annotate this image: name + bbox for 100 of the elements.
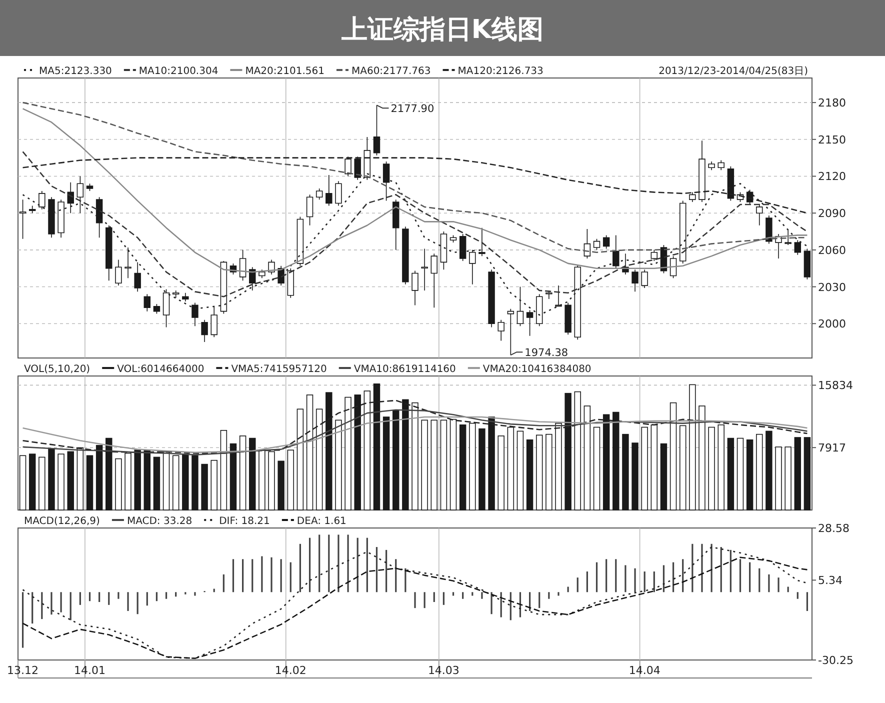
candlestick: [115, 259, 122, 286]
candlestick: [86, 183, 94, 192]
bar: [727, 438, 734, 510]
y-tick-label: 2030: [818, 280, 846, 294]
candlestick: [689, 192, 696, 202]
candlestick: [58, 199, 64, 238]
bar: [736, 438, 744, 510]
y-tick-label: 7917: [818, 442, 846, 455]
legend-label: MA10:2100.304: [138, 66, 218, 77]
candlestick: [258, 269, 266, 279]
chart-title: 上证综指日K线图: [340, 15, 544, 45]
bar: [516, 430, 524, 510]
legend-label: VOL:6014664000: [117, 364, 204, 375]
candlestick: [546, 290, 552, 300]
candlestick: [459, 234, 466, 262]
candlestick: [326, 174, 332, 206]
legend-label: MA60:2177.763: [351, 66, 431, 77]
candlestick: [182, 292, 189, 302]
x-tick-label: 14.04: [628, 664, 660, 677]
candlestick: [650, 250, 658, 262]
candlestick: [316, 188, 323, 200]
bar: [28, 454, 36, 510]
bar: [239, 436, 246, 510]
bar: [430, 420, 438, 510]
candlestick: [19, 199, 26, 240]
text: 2013/12/23-2014/04/25(83日): [658, 66, 808, 77]
candlestick: [153, 304, 160, 314]
bar: [86, 455, 94, 510]
bar: [775, 446, 782, 510]
legend-label: MA120:2126.733: [458, 66, 544, 77]
x-tick-label: 13.12: [7, 664, 39, 677]
candlestick: [602, 234, 610, 250]
legend-label: VMA20:10416384080: [482, 364, 592, 375]
bar: [392, 410, 400, 510]
x-tick-label: 14.01: [74, 664, 106, 677]
candlestick: [756, 204, 763, 226]
candlestick: [106, 224, 112, 282]
bar: [756, 434, 763, 510]
candlestick: [555, 285, 562, 307]
bar: [278, 460, 284, 510]
candlestick: [335, 180, 342, 206]
bar: [382, 416, 390, 510]
bar: [478, 428, 486, 510]
candlestick: [440, 231, 448, 270]
bar: [536, 434, 543, 510]
bar: [335, 420, 342, 510]
chart-title: MACD(12,26,9): [24, 516, 100, 527]
y-tick-label: 2090: [818, 207, 846, 220]
candlestick: [38, 190, 46, 210]
bar: [526, 439, 534, 510]
x-tick-label: 14.03: [428, 664, 460, 677]
bar: [172, 455, 180, 510]
y-tick-label: 2120: [818, 170, 846, 184]
candlestick: [306, 194, 314, 226]
bar: [440, 420, 448, 510]
candlestick: [708, 161, 715, 171]
bar: [58, 454, 64, 510]
bar: [622, 434, 629, 510]
bar: [746, 439, 754, 510]
candlestick: [498, 320, 504, 342]
candlestick: [766, 215, 772, 244]
bar: [546, 434, 552, 510]
bar: [67, 451, 74, 510]
bar: [784, 446, 792, 510]
y-tick-label: 5.34: [818, 574, 842, 588]
bar: [794, 437, 802, 510]
candlestick: [478, 227, 486, 256]
candlestick: [96, 196, 103, 238]
bar: [153, 456, 160, 510]
bar: [249, 438, 256, 510]
bar: [804, 437, 811, 510]
candlestick: [507, 308, 514, 356]
candlestick: [172, 290, 180, 298]
legend-label: DEA: 1.61: [296, 516, 346, 527]
y-tick-label: 15834: [818, 379, 853, 392]
candlestick: [124, 247, 132, 279]
bar: [19, 455, 26, 510]
bar: [632, 442, 638, 510]
y-tick-label: 28.58: [818, 522, 850, 535]
candlestick: [670, 256, 677, 279]
legend-label: DIF: 18.21: [219, 516, 270, 527]
candlestick: [679, 200, 686, 264]
legend-label: VMA5:7415957120: [231, 364, 327, 375]
candlestick: [67, 182, 74, 214]
bar: [459, 424, 466, 510]
candlestick: [412, 270, 418, 306]
bar: [48, 448, 55, 510]
candlestick: [201, 320, 208, 342]
candlestick: [450, 234, 457, 243]
legend-label: MACD: 33.28: [126, 516, 192, 527]
candlestick: [287, 268, 294, 298]
y-tick-label: 2180: [818, 96, 846, 110]
candlestick: [421, 248, 428, 291]
bar: [230, 443, 237, 510]
candlestick: [134, 262, 141, 292]
candlestick: [402, 226, 409, 285]
bar: [201, 464, 208, 510]
candlestick: [784, 230, 792, 246]
y-tick-label: 2060: [818, 244, 846, 257]
line-series: [22, 416, 808, 454]
